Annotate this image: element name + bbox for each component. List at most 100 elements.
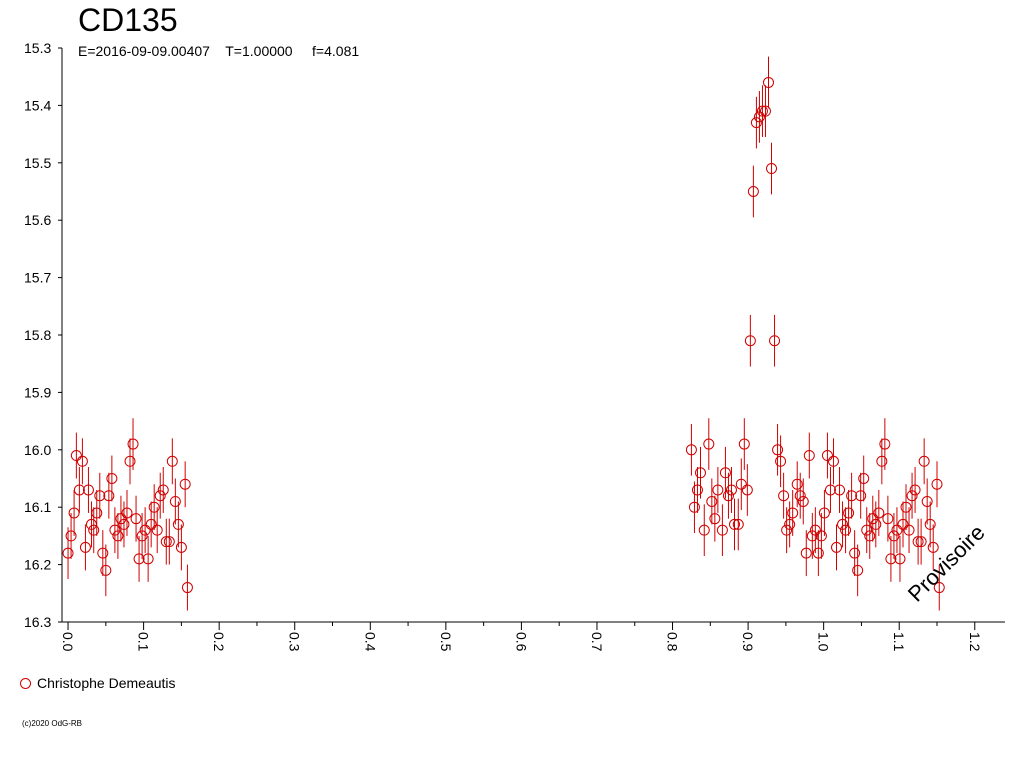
data-point — [759, 105, 771, 117]
data-point — [924, 518, 936, 530]
data-point — [719, 467, 731, 479]
legend-label: Christophe Demeautis — [37, 675, 176, 691]
data-point — [130, 513, 142, 525]
data-point — [900, 501, 912, 513]
data-point — [181, 582, 193, 594]
y-tick-label: 15.9 — [24, 384, 51, 400]
data-point — [915, 536, 927, 548]
data-point — [849, 547, 861, 559]
axes: 15.3 15.4 15.5 15.6 15.7 15.8 15.9 16.0 16.1 16.2… — [24, 40, 1005, 652]
data-point — [762, 76, 774, 88]
data-point — [151, 524, 163, 536]
data-point — [855, 490, 867, 502]
data-point — [800, 547, 812, 559]
data-point — [879, 438, 891, 450]
data-point — [787, 507, 799, 519]
data-point — [106, 473, 118, 484]
data-point — [840, 524, 852, 536]
data-point — [858, 473, 870, 484]
data-point — [909, 484, 921, 496]
data-point — [769, 335, 781, 347]
y-tick-label: 15.5 — [24, 155, 51, 171]
data-point — [803, 450, 815, 462]
data-point — [121, 507, 133, 519]
data-point — [688, 501, 700, 513]
data-point — [127, 438, 139, 450]
data-point — [103, 490, 115, 502]
y-tick-label: 16.2 — [24, 557, 51, 573]
data-point — [124, 455, 136, 467]
y-tick-label: 15.3 — [24, 40, 51, 56]
legend: Christophe Demeautis — [20, 675, 176, 691]
data-point — [891, 524, 903, 536]
data-points — [62, 56, 945, 611]
x-tick-label: 1.1 — [891, 632, 907, 652]
data-point — [160, 536, 172, 548]
data-point — [834, 484, 846, 496]
data-point — [747, 186, 759, 197]
data-point — [818, 507, 830, 519]
data-point — [778, 490, 790, 502]
y-tick-label: 16.3 — [24, 614, 51, 630]
data-point — [741, 484, 753, 496]
x-tick-label: 0.7 — [589, 632, 605, 652]
data-point — [882, 513, 894, 525]
data-point — [73, 484, 85, 496]
data-point — [735, 478, 747, 490]
x-tick-label: 0.9 — [740, 632, 756, 652]
data-point — [766, 163, 778, 175]
data-point — [722, 490, 734, 502]
data-point — [79, 541, 91, 553]
data-point — [728, 518, 740, 530]
data-point — [852, 564, 864, 576]
data-point — [903, 524, 915, 536]
data-point — [76, 455, 88, 467]
data-point — [846, 490, 858, 502]
data-point — [94, 490, 106, 502]
data-point — [163, 536, 175, 548]
x-tick-label: 0.2 — [211, 632, 227, 652]
data-point — [148, 501, 160, 513]
data-point — [70, 450, 82, 462]
chart-title: CD135 — [78, 2, 178, 38]
data-point — [716, 524, 728, 536]
data-point — [906, 490, 918, 502]
data-point — [824, 484, 836, 496]
data-point — [912, 536, 924, 548]
data-point — [65, 530, 77, 542]
data-point — [864, 530, 876, 542]
data-point — [166, 455, 178, 467]
x-tick-label: 0.6 — [513, 632, 529, 652]
data-point — [775, 455, 787, 467]
data-point — [136, 530, 148, 542]
data-point — [843, 507, 855, 519]
x-tick-label: 1.2 — [967, 632, 983, 652]
data-point — [827, 455, 839, 467]
data-point — [118, 518, 130, 530]
legend-circle-icon — [20, 677, 31, 689]
data-point — [756, 105, 768, 117]
x-tick-label: 0.1 — [136, 632, 152, 652]
data-point — [870, 518, 882, 530]
data-point — [885, 553, 897, 565]
data-point — [837, 518, 849, 530]
data-point — [897, 518, 909, 530]
data-point — [931, 478, 943, 490]
data-point — [784, 518, 796, 530]
data-point — [694, 467, 706, 479]
data-point — [142, 553, 154, 565]
data-point — [888, 530, 900, 542]
data-point — [157, 484, 169, 496]
data-point — [815, 530, 827, 542]
data-point — [109, 524, 121, 536]
data-point — [691, 484, 703, 496]
data-point — [781, 524, 793, 536]
data-point — [154, 490, 166, 502]
data-point — [62, 547, 74, 559]
data-point — [750, 117, 762, 129]
data-point — [772, 444, 784, 456]
data-point — [806, 530, 818, 542]
x-tick-label: 0.8 — [665, 632, 681, 652]
y-tick-label: 15.6 — [24, 212, 51, 228]
